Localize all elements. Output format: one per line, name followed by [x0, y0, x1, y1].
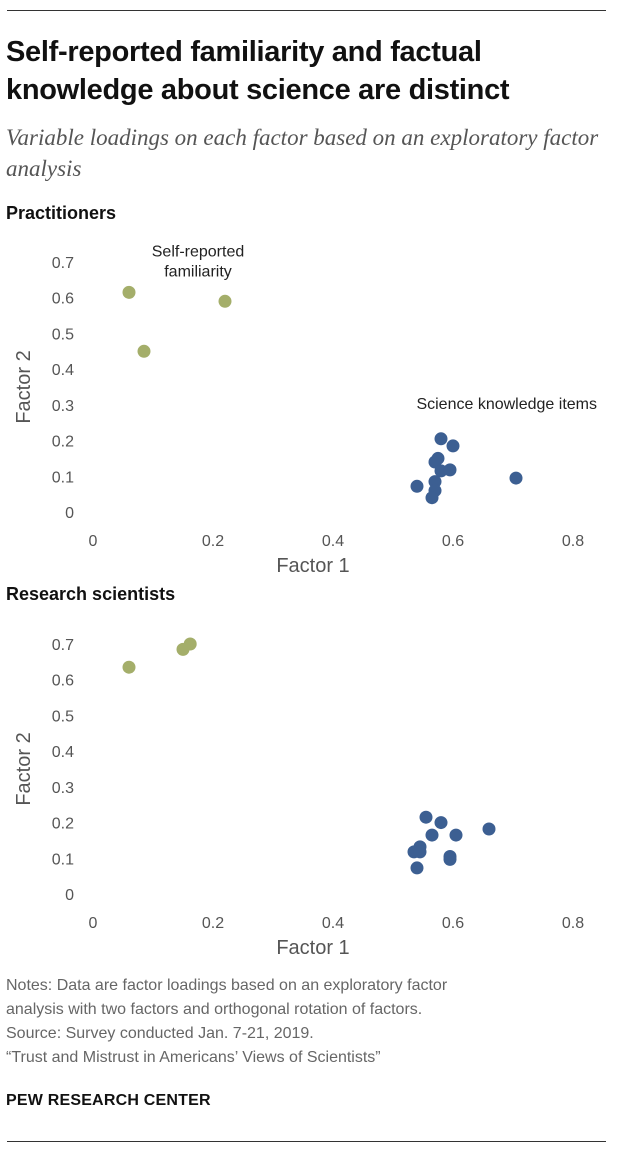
annotation-label: familiarity — [164, 263, 232, 280]
y-tick-label: 0.3 — [52, 780, 74, 797]
chart-subtitle: Variable loadings on each factor based o… — [6, 125, 599, 181]
y-tick-label: 0.1 — [52, 851, 74, 868]
x-tick-label: 0.4 — [322, 533, 344, 550]
data-point — [413, 845, 427, 859]
x-axis-label: Factor 1 — [276, 937, 349, 959]
x-tick-label: 0.4 — [322, 915, 344, 932]
y-tick-label: 0.7 — [52, 637, 74, 654]
data-point — [218, 294, 232, 308]
data-point — [446, 439, 460, 453]
data-point — [449, 828, 463, 842]
y-tick-label: 0 — [65, 505, 74, 522]
y-tick-label: 0.1 — [52, 469, 74, 486]
top-rule — [7, 10, 606, 11]
data-point — [509, 471, 523, 485]
data-point — [122, 660, 136, 674]
annotation-label: Self-reported — [152, 243, 245, 260]
y-tick-label: 0.5 — [52, 708, 74, 725]
y-tick-label: 0 — [65, 887, 74, 904]
notes-line: analysis with two factors and orthogonal… — [6, 1001, 423, 1018]
y-tick-label: 0.4 — [52, 362, 74, 379]
notes: Notes: Data are factor loadings based on… — [6, 974, 606, 1070]
y-axis-label: Factor 2 — [13, 732, 35, 805]
data-point — [122, 285, 136, 299]
y-tick-label: 0.4 — [52, 744, 74, 761]
y-tick-label: 0.6 — [52, 673, 74, 690]
y-tick-label: 0.5 — [52, 326, 74, 343]
data-point — [425, 491, 439, 505]
data-point — [434, 432, 448, 446]
data-point — [137, 344, 151, 358]
scatter-chart-research-scientists: 0 0.1 0.2 0.3 0.4 0.5 0.6 0.7 0 0.2 0.4 0.6 0.8 Facto… — [13, 637, 584, 959]
source-line: Source: Survey conducted Jan. 7-21, 2019… — [6, 1025, 314, 1042]
y-tick-label: 0.6 — [52, 291, 74, 308]
x-tick-label: 0.2 — [202, 533, 224, 550]
panel-title-research-scientists: Research scientists — [6, 584, 176, 604]
data-point — [419, 810, 433, 824]
data-point — [428, 475, 442, 489]
y-tick-label: 0.2 — [52, 816, 74, 833]
data-point — [425, 828, 439, 842]
panel-title-practitioners: Practitioners — [6, 203, 117, 223]
y-tick-label: 0.2 — [52, 434, 74, 451]
bottom-rule — [7, 1141, 606, 1142]
x-tick-label: 0.6 — [442, 533, 464, 550]
annotation-label: Science knowledge items — [416, 396, 597, 413]
data-point — [183, 637, 197, 651]
data-point — [434, 816, 448, 830]
x-axis-label: Factor 1 — [276, 555, 349, 577]
brand-logo-text: PEW RESEARCH CENTER — [6, 1092, 211, 1109]
data-point — [410, 479, 424, 493]
y-axis-label: Factor 2 — [13, 350, 35, 423]
x-tick-label: 0 — [89, 915, 98, 932]
data-point — [443, 852, 457, 866]
data-point — [482, 822, 496, 836]
y-tick-label: 0.3 — [52, 398, 74, 415]
x-tick-label: 0.8 — [562, 915, 584, 932]
data-point — [443, 463, 457, 477]
chart-title: Self-reported familiarity and factual kn… — [6, 36, 510, 106]
scatter-chart-practitioners: 0 0.1 0.2 0.3 0.4 0.5 0.6 0.7 0 0.2 0.4 0.6 0.8 Facto… — [13, 243, 597, 577]
data-point — [410, 861, 424, 875]
report-title-line: “Trust and Mistrust in Americans’ Views … — [6, 1049, 381, 1066]
x-tick-label: 0.8 — [562, 533, 584, 550]
notes-line: Notes: Data are factor loadings based on… — [6, 977, 448, 994]
y-tick-label: 0.7 — [52, 255, 74, 272]
x-tick-label: 0 — [89, 533, 98, 550]
x-tick-label: 0.6 — [442, 915, 464, 932]
x-tick-label: 0.2 — [202, 915, 224, 932]
